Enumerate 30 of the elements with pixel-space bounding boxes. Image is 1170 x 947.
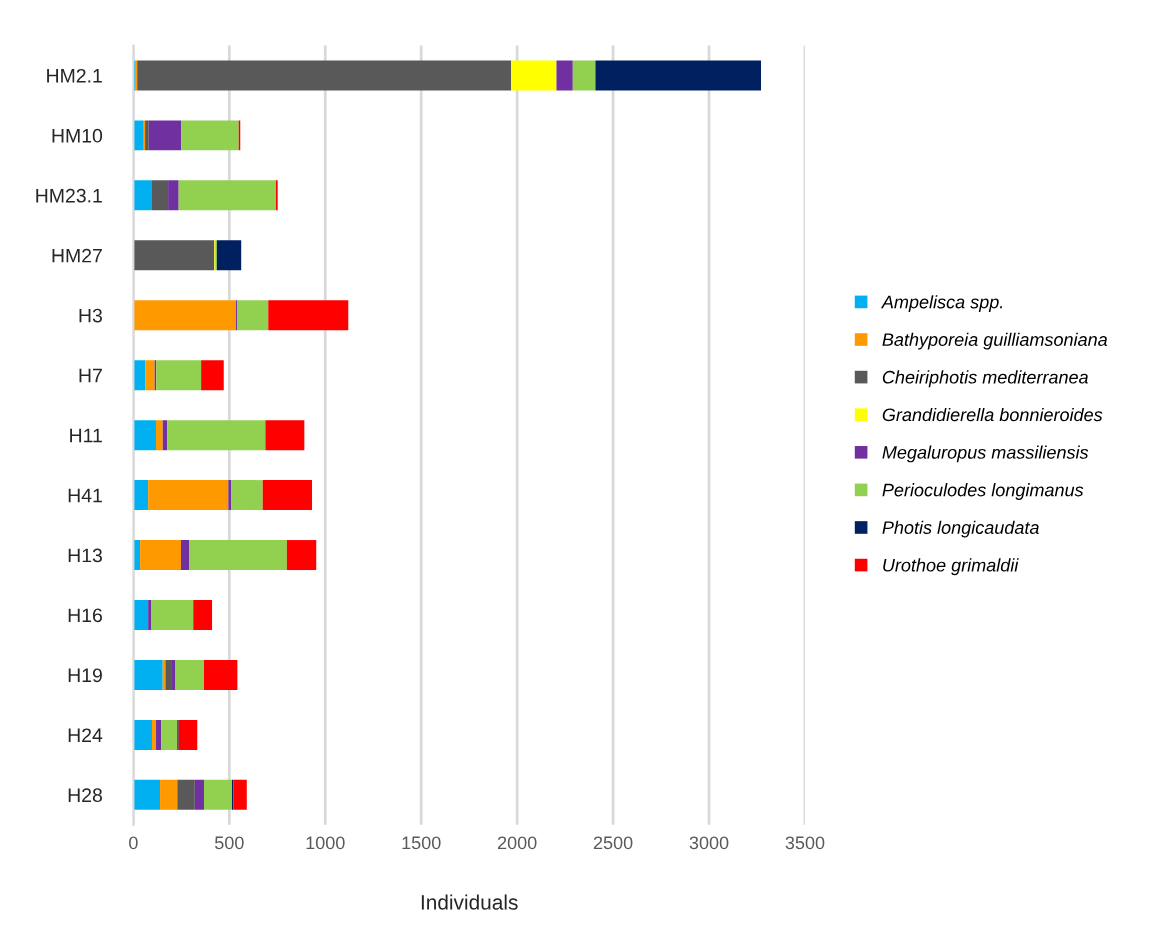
y-tick-label: HM27 [52,248,102,263]
legend-label: Urothoe grimaldii [883,558,1019,576]
y-tick-label: H16 [68,608,102,623]
legend-label: Bathyporeia guilliamsoniana [882,332,1108,350]
x-axis-title: Individuals [421,894,518,910]
y-tick-label: HM23.1 [36,188,102,203]
y-tick-label: HM2.1 [47,68,102,83]
x-tick-label: 2500 [593,836,633,850]
x-tick-label: 500 [214,836,244,850]
y-tick-label: H24 [68,728,103,742]
y-tick-label: H7 [79,368,102,383]
legend-label: Ampelisca spp. [880,295,1003,312]
y-tick-label: H11 [70,428,102,443]
legend-label: Megaluropus massiliensis [882,445,1089,463]
y-tick-label: H3 [79,308,102,323]
legend-label: Perioculodes longimanus [882,483,1084,500]
x-tick-label: 3000 [689,836,729,850]
y-tick-label: H28 [68,788,102,803]
y-tick-label: HM10 [52,128,103,143]
x-tick-label: 3500 [785,836,825,850]
x-tick-label: 1000 [306,836,345,850]
legend-label: Grandidierella bonnieroides [882,407,1103,422]
x-tick-label: 1500 [402,836,441,850]
x-tick-label: 2000 [497,836,537,850]
legend-label: Cheiriphotis mediterranea [882,370,1088,388]
x-tick-label: 0 [129,836,138,850]
y-tick-label: H41 [68,488,102,503]
legend-label: Photis longicaudata [882,520,1039,538]
y-tick-label: H19 [68,668,102,683]
y-tick-label: H13 [68,548,102,563]
